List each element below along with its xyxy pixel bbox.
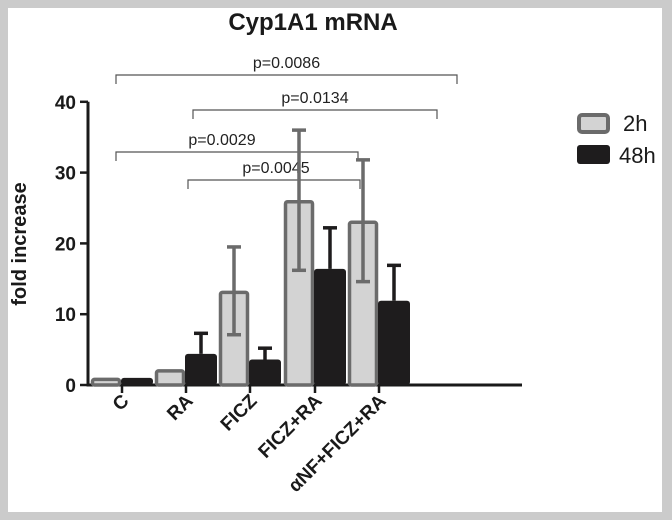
chart-title: Cyp1A1 mRNA	[228, 9, 397, 36]
p-value-label: p=0.0029	[188, 132, 255, 149]
y-tick-label: 10	[55, 305, 76, 326]
legend: 2h 48h	[577, 111, 656, 168]
bar-48h-FICZ	[249, 359, 281, 385]
legend-label-2h: 2h	[623, 111, 647, 136]
y-tick-label: 20	[55, 234, 76, 255]
x-tick-label: FICZ	[217, 390, 262, 435]
significance-bracket	[187, 179, 361, 189]
bars	[90, 128, 410, 387]
x-tick-label: C	[109, 390, 134, 415]
legend-swatch-48h	[577, 145, 610, 164]
y-axis-label: fold increase	[9, 182, 31, 305]
significance-brackets: p=0.0086 p=0.0134 p=0.0029 p=0.0045	[115, 55, 458, 189]
y-tick-label: 30	[55, 164, 76, 185]
p-value-label: p=0.0045	[242, 160, 309, 177]
x-tick-label: RA	[163, 390, 197, 424]
significance-bracket	[192, 109, 438, 119]
chart-canvas: Cyp1A1 mRNA fold increase 0 10 20 30 40 p=0.…	[8, 8, 662, 512]
bar-48h-RA	[185, 353, 217, 385]
bar-48h-FICZ+RA	[314, 268, 346, 385]
bar-2h-RA	[154, 369, 186, 387]
significance-bracket	[115, 151, 359, 161]
bar-48h-C	[121, 377, 153, 385]
y-tick-label: 40	[55, 93, 76, 114]
p-value-label: p=0.0086	[253, 55, 320, 72]
bar-2h-C	[90, 377, 122, 387]
bar-chart: Cyp1A1 mRNA fold increase 0 10 20 30 40 p=0.…	[9, 9, 656, 497]
significance-bracket	[115, 74, 458, 84]
p-value-label: p=0.0134	[281, 90, 348, 107]
bar-48h-αNF+FICZ+RA	[378, 300, 410, 385]
legend-swatch-2h	[577, 113, 610, 134]
y-tick-label: 0	[65, 376, 76, 397]
legend-label-48h: 48h	[619, 143, 656, 168]
